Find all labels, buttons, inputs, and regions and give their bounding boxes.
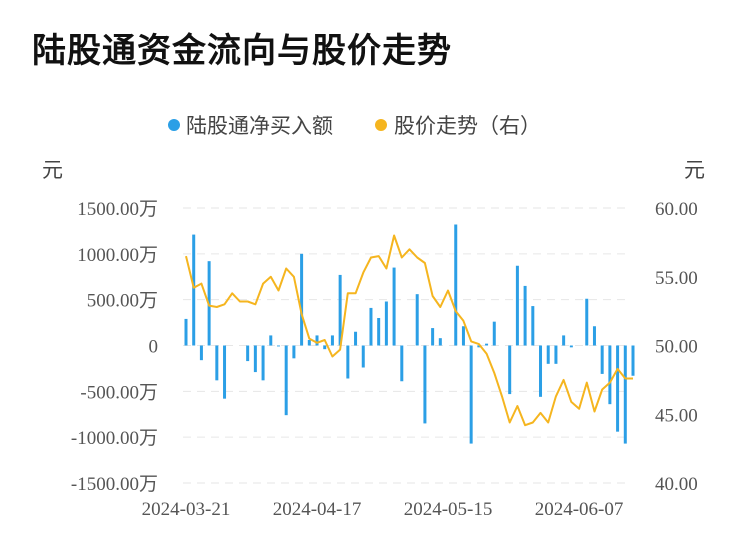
net-buy-bar[interactable] (423, 345, 427, 424)
x-tick-label: 2024-06-07 (535, 499, 624, 520)
net-buy-bar[interactable] (338, 274, 342, 346)
net-buy-bar[interactable] (284, 345, 288, 416)
net-buy-bar[interactable] (631, 345, 635, 376)
net-buy-bar[interactable] (384, 301, 388, 346)
net-buy-bar[interactable] (600, 345, 604, 374)
legend: 陆股通净买入额 股价走势（右） (168, 114, 541, 138)
net-buy-bar[interactable] (215, 345, 219, 381)
right-tick-label: 50.00 (655, 337, 698, 358)
left-tick-label: -1000.00万 (71, 428, 158, 449)
net-buy-bar[interactable] (592, 326, 596, 346)
net-buy-bar[interactable] (569, 345, 573, 348)
right-tick-label: 60.00 (655, 199, 698, 220)
net-buy-bar[interactable] (400, 345, 404, 382)
chart-title: 陆股通资金流向与股价走势 (32, 31, 452, 71)
net-buy-bar[interactable] (539, 345, 543, 397)
net-buy-bar[interactable] (431, 328, 435, 346)
net-buy-bar[interactable] (300, 253, 304, 346)
net-buy-bar[interactable] (354, 331, 358, 346)
left-tick-label: 1000.00万 (77, 245, 158, 266)
net-buy-bar[interactable] (377, 318, 381, 346)
net-buy-bar[interactable] (554, 345, 558, 364)
left-tick-label: 500.00万 (87, 291, 158, 312)
net-buy-bar[interactable] (562, 335, 566, 346)
net-buy-bar[interactable] (253, 345, 257, 373)
net-buy-bar[interactable] (361, 345, 365, 368)
legend-net-buy[interactable]: 陆股通净买入额 (186, 114, 333, 138)
left-axis-unit: 元 (42, 158, 63, 182)
net-buy-bar[interactable] (616, 345, 620, 432)
left-tick-label: 1500.00万 (77, 199, 158, 220)
net-buy-bar[interactable] (199, 345, 203, 361)
right-axis-unit: 元 (684, 158, 705, 182)
right-tick-label: 40.00 (655, 474, 698, 495)
right-axis-labels: 60.00 55.00 50.00 45.00 40.00 (655, 199, 698, 495)
net-buy-bar[interactable] (269, 335, 273, 346)
net-buy-bar[interactable] (184, 318, 188, 346)
net-buy-bar[interactable] (307, 340, 311, 346)
net-buy-bar[interactable] (461, 326, 465, 346)
net-buy-bar[interactable] (261, 345, 265, 381)
legend-price[interactable]: 股价走势（右） (394, 114, 541, 138)
left-tick-label: -500.00万 (80, 382, 158, 403)
net-buy-bar[interactable] (392, 267, 396, 346)
net-buy-bar[interactable] (546, 345, 550, 364)
net-buy-bar[interactable] (508, 345, 512, 395)
right-tick-label: 45.00 (655, 405, 698, 426)
net-buy-bar[interactable] (523, 285, 527, 346)
net-buy-bar[interactable] (531, 306, 535, 346)
net-buy-bar[interactable] (323, 345, 327, 350)
right-tick-label: 55.00 (655, 268, 698, 289)
net-buy-bar[interactable] (330, 335, 334, 346)
net-buy-bar[interactable] (469, 345, 473, 444)
net-buy-bar[interactable] (369, 307, 373, 346)
net-buy-bar[interactable] (415, 294, 419, 346)
price-line (185, 234, 633, 427)
x-axis-labels: 2024-03-21 2024-04-17 2024-05-15 2024-06-07 (142, 499, 624, 520)
legend-marker-net-buy (168, 119, 180, 131)
net-buy-bar[interactable] (608, 345, 612, 405)
net-buy-bar[interactable] (623, 345, 627, 444)
net-buy-bar[interactable] (223, 345, 227, 399)
net-buy-bar[interactable] (346, 345, 350, 379)
net-buy-bar[interactable] (477, 345, 481, 348)
x-tick-label: 2024-03-21 (142, 499, 231, 520)
x-tick-label: 2024-05-15 (404, 499, 493, 520)
net-buy-bar[interactable] (192, 234, 196, 346)
net-buy-bar[interactable] (276, 345, 280, 347)
net-buy-bar[interactable] (315, 335, 319, 346)
net-buy-bar[interactable] (292, 345, 296, 359)
net-buy-bar[interactable] (246, 345, 250, 362)
legend-marker-price (375, 119, 387, 131)
left-tick-label: 0 (149, 337, 159, 358)
x-tick-label: 2024-04-17 (273, 499, 362, 520)
left-tick-label: -1500.00万 (71, 474, 158, 495)
net-buy-bar[interactable] (492, 321, 496, 346)
net-buy-bar[interactable] (515, 265, 519, 346)
net-buy-bar[interactable] (485, 343, 489, 346)
net-buy-bar[interactable] (438, 338, 442, 346)
left-axis-labels: 1500.00万 1000.00万 500.00万 0 -500.00万 -1000.00… (71, 199, 158, 495)
net-buy-bars (184, 224, 635, 444)
net-buy-bar[interactable] (585, 298, 589, 346)
net-buy-bar[interactable] (454, 224, 458, 346)
